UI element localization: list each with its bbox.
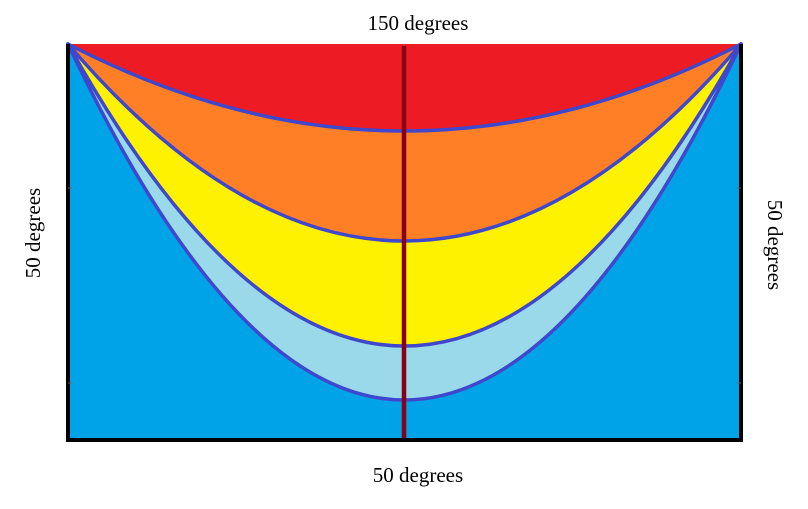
bottom-label: 50 degrees — [373, 463, 463, 487]
frame — [66, 44, 743, 442]
top-label: 150 degrees — [368, 11, 469, 35]
edge-ticks — [68, 187, 741, 384]
right-label: 50 degrees — [763, 200, 787, 290]
left-label: 50 degrees — [21, 188, 45, 278]
